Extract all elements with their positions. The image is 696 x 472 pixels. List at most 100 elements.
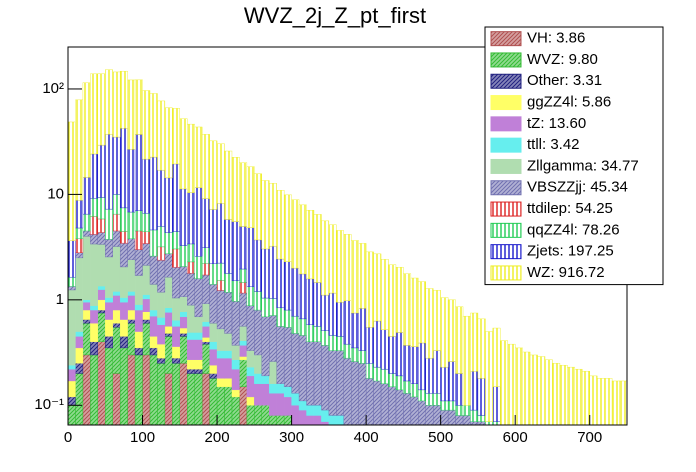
histogram-bar xyxy=(313,282,322,327)
histogram-bar xyxy=(172,163,180,232)
histogram-bar xyxy=(82,230,91,237)
histogram-bar xyxy=(97,197,106,220)
histogram-bar xyxy=(269,415,277,426)
histogram-bar xyxy=(269,383,277,394)
histogram-bar xyxy=(269,245,277,299)
histogram-bar xyxy=(157,292,166,318)
histogram-bar xyxy=(246,305,255,351)
histogram-bar xyxy=(283,309,292,328)
histogram-bar xyxy=(418,342,426,391)
histogram-bar xyxy=(306,341,315,406)
legend-swatch xyxy=(490,31,522,47)
histogram-bar xyxy=(82,354,91,426)
histogram-bar xyxy=(291,393,300,406)
histogram-bar xyxy=(224,378,233,387)
histogram-bar xyxy=(276,383,285,394)
histogram-bar xyxy=(149,354,158,426)
histogram-bar xyxy=(596,378,605,426)
legend-label: WZ: 916.72 xyxy=(527,264,605,281)
histogram-bar xyxy=(239,356,248,360)
histogram-bar xyxy=(67,364,76,370)
histogram-bar xyxy=(194,368,203,374)
histogram-bar xyxy=(283,194,292,262)
histogram-bar xyxy=(269,361,277,384)
histogram-bar xyxy=(134,331,143,349)
histogram-bar xyxy=(164,253,173,278)
legend-label: Zllgamma: 34.77 xyxy=(527,157,639,174)
histogram-bar xyxy=(134,347,143,356)
histogram-bar xyxy=(194,339,203,360)
histogram-bar xyxy=(246,227,255,287)
histogram-bar xyxy=(172,320,180,327)
histogram-bar xyxy=(157,317,166,325)
histogram-bar xyxy=(142,265,151,295)
histogram-bar xyxy=(291,199,300,269)
histogram-bar xyxy=(201,321,210,327)
legend-label: qqZZ4l: 78.26 xyxy=(527,221,620,238)
histogram-bar xyxy=(440,409,449,426)
histogram-bar xyxy=(105,239,113,258)
histogram-bar xyxy=(388,386,397,426)
histogram-bar xyxy=(75,373,84,426)
histogram-bar xyxy=(209,364,218,374)
histogram-bar xyxy=(239,226,248,270)
histogram-bar xyxy=(373,380,382,426)
histogram-bar xyxy=(216,386,225,426)
histogram-bar xyxy=(90,323,99,342)
histogram-bar xyxy=(261,248,270,299)
histogram-bar xyxy=(216,357,225,379)
histogram-bar xyxy=(179,336,188,364)
histogram-bar xyxy=(619,380,628,426)
histogram-bar xyxy=(179,296,188,313)
histogram-bar xyxy=(328,415,337,426)
histogram-bar xyxy=(157,324,166,345)
legend-swatch xyxy=(490,116,522,132)
histogram-bar xyxy=(343,234,352,301)
histogram-bar xyxy=(276,415,285,426)
histogram-bar xyxy=(604,378,613,426)
histogram-bar xyxy=(194,278,203,318)
histogram-bar xyxy=(433,350,441,394)
histogram-bar xyxy=(105,336,113,349)
histogram-bar xyxy=(179,245,188,267)
histogram-bar xyxy=(224,386,233,426)
histogram-bar xyxy=(112,194,121,215)
histogram-bar xyxy=(75,227,84,239)
histogram-bar xyxy=(269,315,277,362)
histogram-bar xyxy=(321,421,330,426)
histogram-bar xyxy=(201,343,210,374)
histogram-bar xyxy=(164,177,173,233)
histogram-bar xyxy=(209,378,218,426)
histogram-bar xyxy=(179,188,188,246)
histogram-bar xyxy=(119,266,128,298)
histogram-bar xyxy=(373,253,382,322)
histogram-bar xyxy=(261,297,270,318)
histogram-bar xyxy=(164,232,173,254)
histogram-bar xyxy=(67,368,76,382)
legend-swatch xyxy=(490,201,522,217)
histogram-bar xyxy=(112,323,121,328)
histogram-bar xyxy=(172,363,180,426)
histogram-bar xyxy=(410,346,419,384)
histogram-bar xyxy=(485,331,494,422)
histogram-bar xyxy=(187,368,195,374)
histogram-bar xyxy=(351,347,359,362)
histogram-bar xyxy=(209,323,218,342)
y-tick-label: 10⁻¹ xyxy=(34,396,64,413)
histogram-bar xyxy=(82,319,91,324)
histogram-bar xyxy=(90,73,99,155)
histogram-bar xyxy=(194,332,203,340)
histogram-bar xyxy=(373,366,382,382)
legend-label: ggZZ4l: 5.86 xyxy=(527,94,611,111)
histogram-bar xyxy=(298,400,307,411)
histogram-bar xyxy=(425,405,434,426)
histogram-bar xyxy=(97,299,106,311)
histogram-bar xyxy=(425,393,434,406)
histogram-bar xyxy=(269,298,277,316)
histogram-bar xyxy=(492,386,501,422)
histogram-bar xyxy=(351,240,359,314)
histogram-bar xyxy=(515,347,523,426)
histogram-bar xyxy=(90,341,99,356)
y-tick-label: 1 xyxy=(56,291,64,308)
histogram-bar xyxy=(276,326,285,384)
